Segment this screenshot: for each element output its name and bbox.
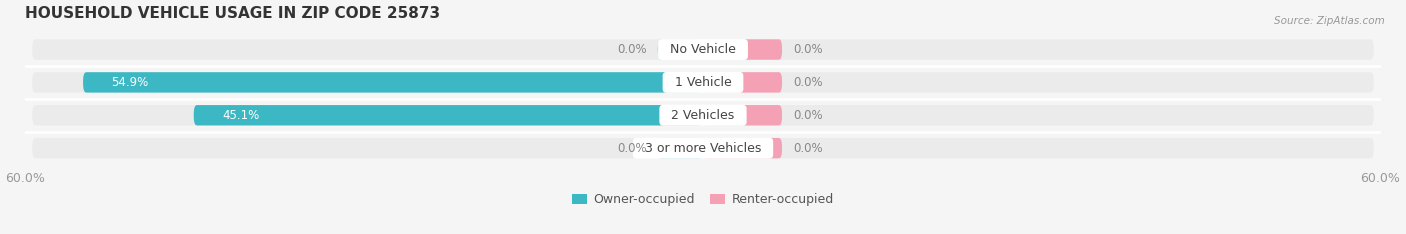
- Text: 0.0%: 0.0%: [617, 142, 647, 155]
- Text: HOUSEHOLD VEHICLE USAGE IN ZIP CODE 25873: HOUSEHOLD VEHICLE USAGE IN ZIP CODE 2587…: [25, 6, 440, 21]
- FancyBboxPatch shape: [703, 72, 782, 93]
- Text: 0.0%: 0.0%: [793, 76, 823, 89]
- FancyBboxPatch shape: [83, 72, 703, 93]
- FancyBboxPatch shape: [32, 105, 1374, 125]
- FancyBboxPatch shape: [32, 72, 1374, 93]
- Text: 0.0%: 0.0%: [793, 142, 823, 155]
- Text: No Vehicle: No Vehicle: [662, 43, 744, 56]
- Text: 45.1%: 45.1%: [222, 109, 259, 122]
- FancyBboxPatch shape: [703, 105, 782, 125]
- FancyBboxPatch shape: [194, 105, 703, 125]
- Text: 0.0%: 0.0%: [793, 109, 823, 122]
- Text: 3 or more Vehicles: 3 or more Vehicles: [637, 142, 769, 155]
- Text: 2 Vehicles: 2 Vehicles: [664, 109, 742, 122]
- Text: 54.9%: 54.9%: [111, 76, 149, 89]
- Legend: Owner-occupied, Renter-occupied: Owner-occupied, Renter-occupied: [568, 188, 838, 211]
- FancyBboxPatch shape: [658, 39, 703, 60]
- FancyBboxPatch shape: [32, 138, 1374, 158]
- FancyBboxPatch shape: [658, 138, 703, 158]
- Text: Source: ZipAtlas.com: Source: ZipAtlas.com: [1274, 16, 1385, 26]
- Text: 1 Vehicle: 1 Vehicle: [666, 76, 740, 89]
- FancyBboxPatch shape: [703, 138, 782, 158]
- Text: 0.0%: 0.0%: [617, 43, 647, 56]
- FancyBboxPatch shape: [32, 39, 1374, 60]
- Text: 0.0%: 0.0%: [793, 43, 823, 56]
- FancyBboxPatch shape: [703, 39, 782, 60]
